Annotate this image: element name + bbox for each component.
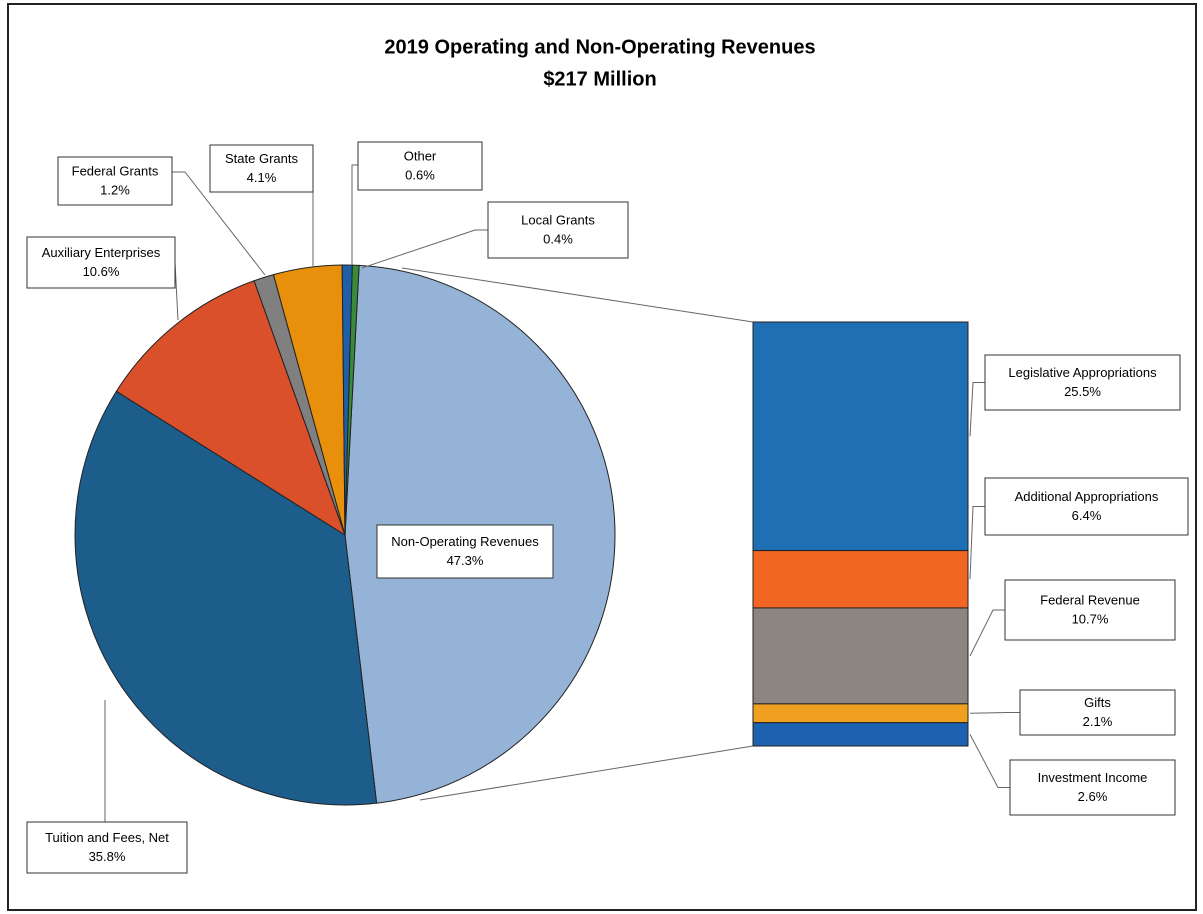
- category-label: Gifts: [1084, 695, 1111, 710]
- bar-segment: [752, 722, 969, 747]
- leader-line: [969, 734, 1010, 788]
- category-label: State Grants: [225, 151, 298, 166]
- pie-slice: [344, 264, 360, 536]
- value-label: 2.6%: [1078, 789, 1108, 804]
- category-label: Federal Grants: [72, 163, 159, 178]
- leader-line: [172, 171, 266, 276]
- bar-segment: [752, 321, 969, 552]
- leader-line: [969, 609, 1005, 657]
- connector-line: [419, 745, 754, 801]
- leader-line: [351, 164, 358, 265]
- leader-line: [969, 712, 1020, 714]
- value-label: 1.2%: [100, 182, 130, 197]
- category-label: Non-Operating Revenues: [391, 534, 539, 549]
- category-label: Other: [404, 148, 437, 163]
- leader-line: [969, 506, 985, 580]
- label-box: [487, 201, 629, 259]
- bar-segment: [752, 607, 969, 705]
- category-label: Tuition and Fees, Net: [45, 830, 169, 845]
- label-box: [984, 354, 1181, 411]
- label-box: [357, 141, 483, 191]
- value-label: 0.6%: [405, 167, 435, 182]
- label-box: [209, 144, 314, 193]
- label-box: [1009, 759, 1176, 816]
- label-box: [26, 236, 176, 289]
- bar-segment: [752, 550, 969, 609]
- label-box: [1019, 689, 1176, 736]
- label-box: [1004, 579, 1176, 641]
- leader-line: [361, 229, 488, 269]
- value-label: 35.8%: [89, 849, 126, 864]
- category-label: Auxiliary Enterprises: [42, 245, 161, 260]
- value-label: 10.6%: [83, 264, 120, 279]
- value-label: 25.5%: [1064, 384, 1101, 399]
- leader-line: [969, 382, 985, 437]
- pie-slice: [115, 280, 346, 537]
- category-label: Federal Revenue: [1040, 592, 1140, 607]
- value-label: 2.1%: [1083, 714, 1113, 729]
- value-label: 10.7%: [1072, 611, 1109, 626]
- chart-title: 2019 Operating and Non-Operating Revenue…: [384, 36, 815, 58]
- label-box: [57, 156, 173, 206]
- bar-segment: [752, 703, 969, 724]
- label-box: [984, 477, 1189, 536]
- value-label: 6.4%: [1072, 508, 1102, 523]
- category-label: Additional Appropriations: [1015, 489, 1159, 504]
- value-label: 4.1%: [247, 170, 277, 185]
- connector-line: [401, 267, 754, 323]
- pie-slice: [74, 390, 378, 806]
- category-label: Investment Income: [1038, 770, 1148, 785]
- category-label: Legislative Appropriations: [1008, 365, 1157, 380]
- label-box: [26, 821, 188, 874]
- value-label: 47.3%: [447, 553, 484, 568]
- chart-subtitle: $217 Million: [543, 68, 656, 90]
- value-label: 0.4%: [543, 231, 573, 246]
- category-label: Local Grants: [521, 212, 595, 227]
- label-box: [376, 524, 554, 579]
